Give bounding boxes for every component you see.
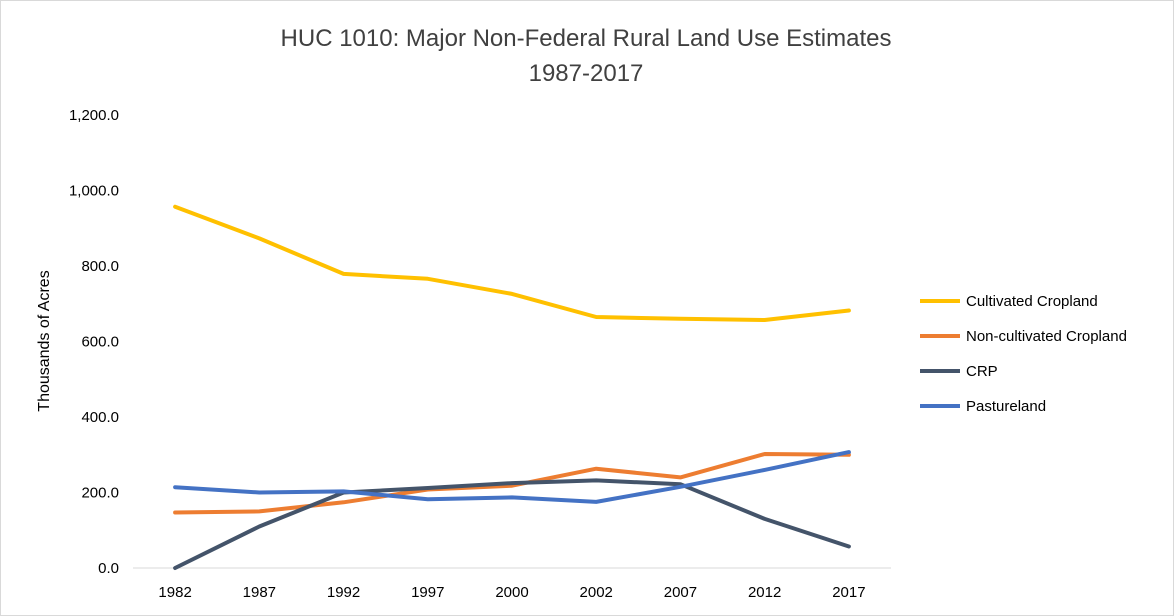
- x-tick-label: 2017: [832, 584, 865, 601]
- legend-entry: CRP: [966, 363, 998, 380]
- series-lines: [173, 204, 851, 570]
- y-tick-label: 0.0: [98, 560, 119, 577]
- series-line-non-cultivated-cropland: [173, 452, 851, 515]
- y-tick-label: 400.0: [81, 409, 119, 426]
- legend-entry: Non-cultivated Cropland: [966, 328, 1127, 345]
- x-tick-label: 1982: [158, 584, 191, 601]
- x-tick-label: 1987: [243, 584, 276, 601]
- series-line-cultivated-cropland: [173, 204, 851, 322]
- x-tick-label: 2012: [748, 584, 781, 601]
- y-tick-label: 800.0: [81, 258, 119, 275]
- x-tick-labels: 1982 1987 1992 1997 2000 2002 2007 2012 2017: [158, 584, 865, 601]
- series-line-pastureland: [173, 450, 851, 504]
- series-line-crp: [173, 478, 851, 570]
- y-tick-label: 200.0: [81, 485, 119, 502]
- x-tick-label: 1997: [411, 584, 444, 601]
- chart-subtitle: 1987-2017: [529, 60, 644, 87]
- y-tick-labels: 0.0 200.0 400.0 600.0 800.0 1,000.0 1,200.0: [69, 107, 119, 577]
- x-tick-label: 2007: [664, 584, 697, 601]
- legend: Cultivated Cropland Non-cultivated Cropla…: [920, 293, 1127, 415]
- y-axis-title: Thousands of Acres: [36, 270, 53, 411]
- legend-entry: Pastureland: [966, 398, 1046, 415]
- x-tick-label: 1992: [327, 584, 360, 601]
- x-tick-label: 2000: [495, 584, 528, 601]
- x-tick-label: 2002: [580, 584, 613, 601]
- y-tick-label: 600.0: [81, 334, 119, 351]
- y-tick-label: 1,000.0: [69, 183, 119, 200]
- legend-entry: Cultivated Cropland: [966, 293, 1098, 310]
- y-tick-label: 1,200.0: [69, 107, 119, 124]
- chart-title: HUC 1010: Major Non-Federal Rural Land U…: [281, 25, 892, 52]
